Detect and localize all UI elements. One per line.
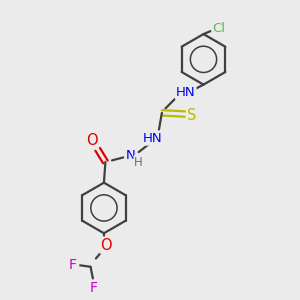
Text: HN: HN <box>176 85 196 98</box>
Text: HN: HN <box>143 132 163 145</box>
Text: O: O <box>86 133 98 148</box>
Text: F: F <box>69 258 77 272</box>
Text: Cl: Cl <box>212 22 226 35</box>
Text: N: N <box>126 148 136 162</box>
Text: F: F <box>89 280 98 295</box>
Text: H: H <box>134 156 143 169</box>
Text: O: O <box>100 238 112 253</box>
Text: S: S <box>187 108 196 123</box>
